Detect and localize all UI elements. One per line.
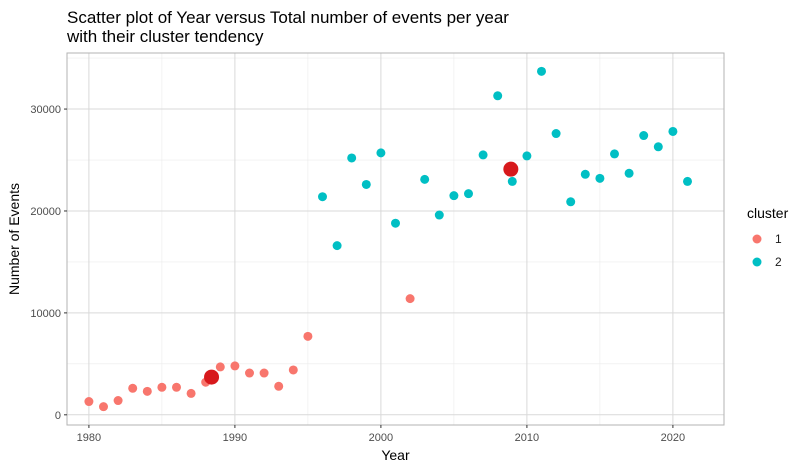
data-point-cluster-1: [245, 368, 254, 378]
data-point-cluster-1: [230, 361, 240, 371]
data-point-cluster-2: [318, 192, 327, 202]
data-point-cluster-2: [683, 176, 692, 186]
data-point-cluster-2: [653, 142, 663, 152]
data-point-cluster-2: [639, 131, 649, 141]
data-point-cluster-1: [113, 396, 123, 406]
y-axis-title: Number of Events: [6, 183, 22, 295]
x-tick-label: 2020: [661, 432, 685, 444]
data-point-cluster-2: [361, 179, 371, 189]
data-point-cluster-1: [288, 365, 298, 375]
data-point-cluster-2: [610, 149, 619, 159]
data-point-cluster-1: [157, 382, 167, 392]
axes: 1980 1990 2000 2010 2020 0 10000 20000 30000: [30, 104, 685, 444]
data-point-cluster-2: [668, 126, 678, 136]
data-point-cluster-2: [464, 189, 473, 199]
x-tick-label: 1980: [77, 432, 101, 444]
data-point-cluster-2: [624, 168, 634, 178]
data-point-cluster-2: [391, 218, 400, 228]
plot-panel: [66, 52, 725, 426]
data-point-cluster-2: [522, 151, 532, 161]
data-point-cluster-1: [99, 402, 108, 412]
data-point-cluster-1: [142, 386, 152, 396]
data-point-cluster-2: [537, 66, 546, 76]
legend-title: cluster: [747, 205, 789, 221]
x-axis-title: Year: [381, 447, 410, 463]
data-point-cluster-2: [376, 148, 386, 158]
data-point-cluster-2: [595, 173, 605, 183]
data-point-cluster-1: [274, 381, 284, 391]
data-point-cluster-2: [347, 153, 357, 163]
y-tick-label: 0: [55, 410, 61, 422]
data-point-cluster-1: [303, 331, 313, 341]
chart-title-line-2: with their cluster tendency: [66, 27, 264, 46]
data-point-cluster-1: [215, 362, 225, 372]
x-tick-label: 2000: [369, 432, 393, 444]
x-tick-label: 1990: [223, 432, 247, 444]
data-point-cluster-1: [259, 368, 269, 378]
data-point-cluster-2: [507, 176, 517, 186]
data-point-cluster-1: [84, 397, 94, 407]
data-point-cluster-1: [186, 388, 196, 398]
data-point-cluster-2: [420, 174, 430, 184]
cluster-centroid: [204, 369, 220, 385]
legend-key-cluster-1: [752, 234, 762, 244]
data-point-cluster-2: [493, 91, 503, 101]
legend: cluster 1 2: [747, 205, 789, 269]
panel-border: [66, 52, 725, 426]
data-point-cluster-2: [551, 129, 561, 139]
x-tick-label: 2010: [515, 432, 539, 444]
legend-label-cluster-1: 1: [775, 232, 782, 246]
data-point-cluster-1: [172, 382, 181, 392]
y-tick-label: 10000: [30, 308, 61, 320]
y-tick-label: 30000: [30, 104, 61, 116]
data-point-cluster-2: [566, 197, 576, 207]
legend-label-cluster-2: 2: [775, 255, 782, 269]
data-point-cluster-2: [580, 169, 590, 179]
data-point-cluster-2: [434, 210, 444, 220]
data-point-cluster-2: [332, 241, 342, 251]
cluster-centroid: [503, 161, 519, 177]
chart-title-line-1: Scatter plot of Year versus Total number…: [67, 8, 509, 27]
data-point-cluster-1: [405, 294, 415, 304]
data-point-cluster-1: [128, 383, 138, 393]
data-point-cluster-2: [449, 191, 459, 201]
y-tick-label: 20000: [30, 206, 61, 218]
legend-key-cluster-2: [752, 257, 762, 267]
data-point-cluster-2: [478, 150, 488, 160]
